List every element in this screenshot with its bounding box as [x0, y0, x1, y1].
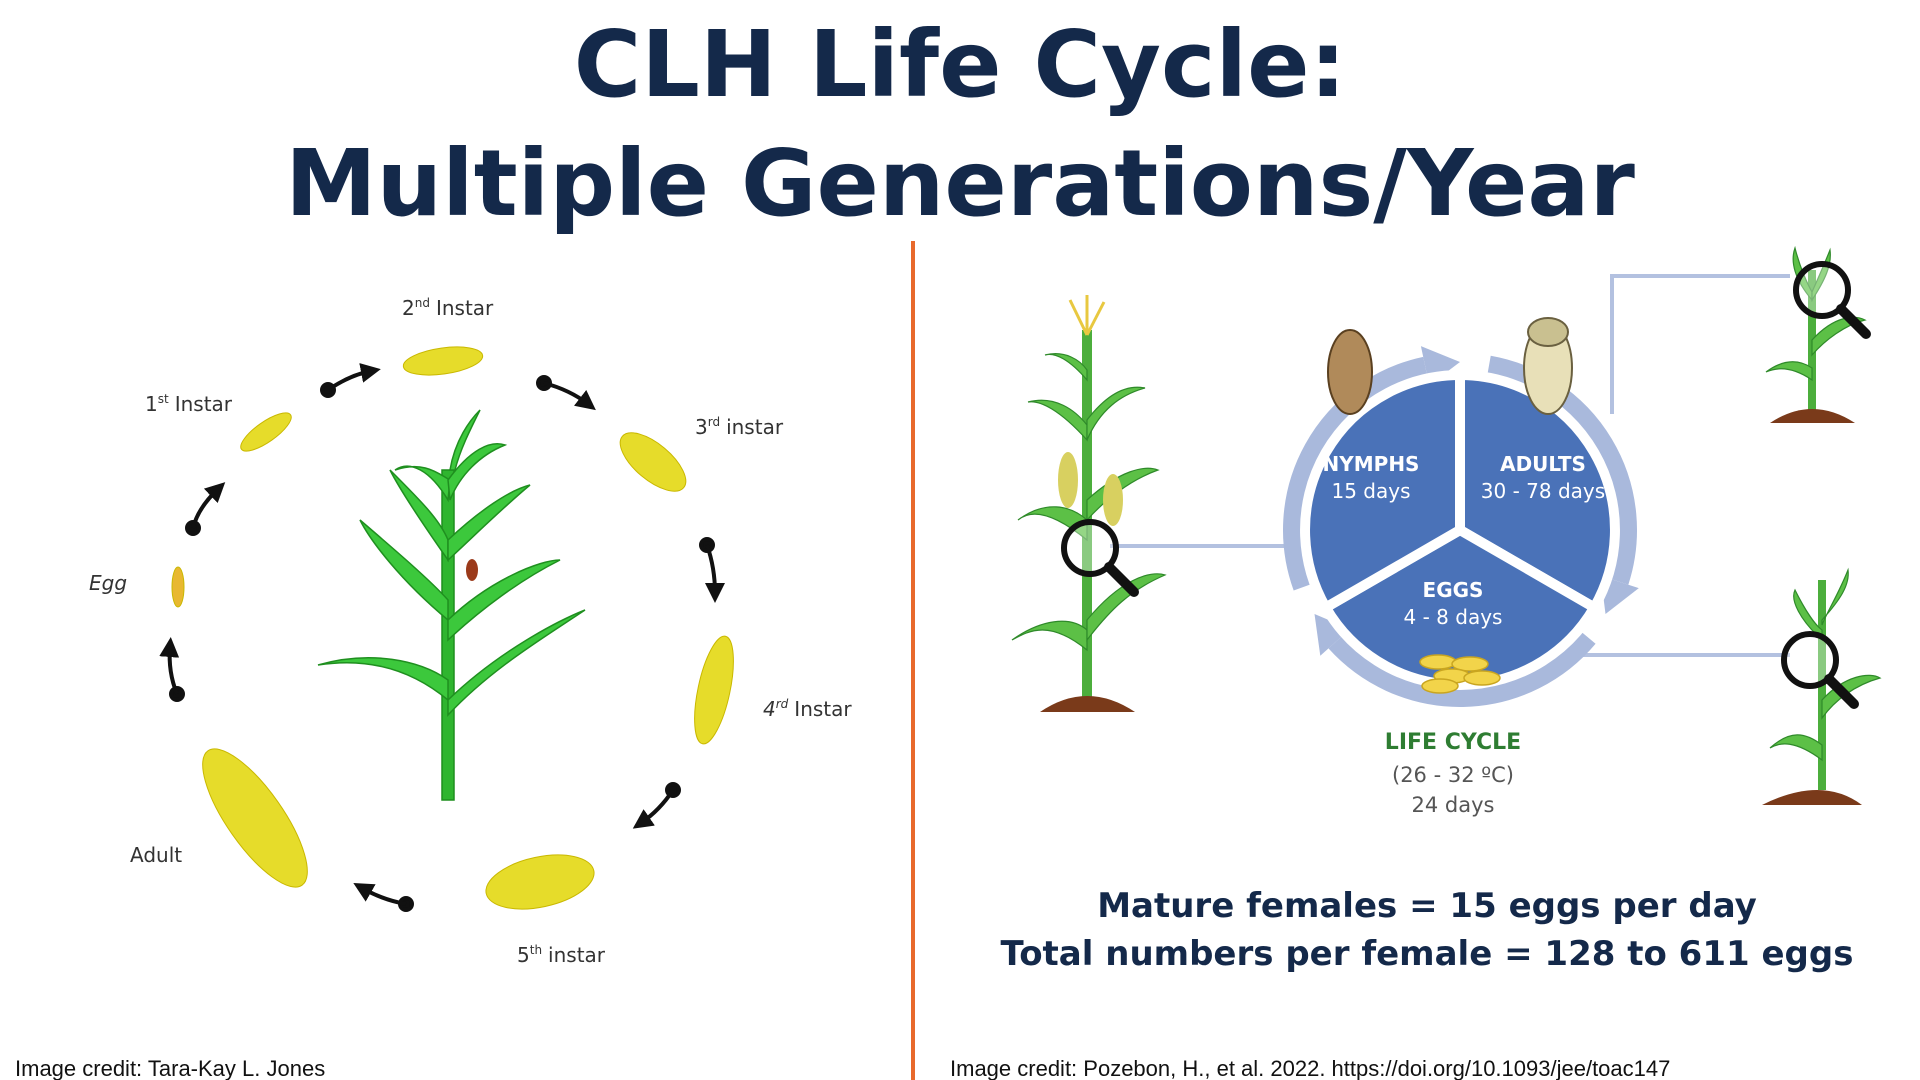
- title-line: Multiple Generations/Year: [285, 130, 1635, 237]
- ring-arc: [1328, 632, 1596, 707]
- cycle-arrows: [159, 363, 725, 912]
- stage-number: 4: [763, 697, 776, 721]
- life-cycle-temperature: (26 - 32 ºC): [1392, 763, 1514, 787]
- segment-label: NYMPHS: [1323, 452, 1420, 476]
- stage-label: 2nd Instar: [402, 296, 494, 320]
- life-cycle-pie: [1300, 370, 1620, 690]
- insect-on-plant: [466, 559, 478, 581]
- stage-suffix: st: [158, 392, 169, 406]
- fact-line: Total numbers per female = 128 to 611 eg…: [1001, 934, 1854, 974]
- stage-name: Instar: [794, 697, 852, 721]
- ring-arc: [1283, 356, 1427, 591]
- stage-label: 3rd instar: [695, 415, 784, 439]
- adult-label: Adult: [130, 843, 182, 867]
- stage-number: 2: [402, 296, 415, 320]
- image-credit: Image credit: Tara-Kay L. Jones: [15, 1056, 325, 1080]
- stage-number: 5: [517, 943, 530, 967]
- connector-lines: [1110, 274, 1790, 657]
- nymphs-sector: [1300, 370, 1465, 613]
- ring-arrowhead: [1314, 614, 1351, 656]
- corn-plant: [1011, 295, 1167, 712]
- stage-suffix: th: [530, 943, 542, 957]
- stage-name: Instar: [175, 392, 233, 416]
- plant-illustration: [317, 409, 586, 801]
- segment-label: ADULTS: [1500, 452, 1586, 476]
- stage-suffix: rd: [776, 697, 789, 711]
- stage-name: instar: [726, 415, 784, 439]
- ring-arrowhead: [1600, 575, 1639, 614]
- segment-label: EGGS: [1423, 578, 1484, 602]
- title-line: CLH Life Cycle:: [574, 11, 1347, 118]
- pie-icons: [1327, 317, 1573, 694]
- stage-label: 4rd Instar: [763, 697, 852, 721]
- egg-label: Egg: [89, 571, 127, 595]
- young-plant: [1765, 245, 1866, 423]
- young-plant: [1762, 567, 1882, 805]
- insect-illustrations: [171, 346, 734, 910]
- segment-duration: 15 days: [1331, 479, 1410, 503]
- stage-suffix: rd: [708, 415, 720, 429]
- stage-number: 1: [145, 392, 158, 416]
- life-cycle-duration: 24 days: [1412, 793, 1495, 817]
- image-credit: Image credit: Pozebon, H., et al. 2022. …: [950, 1056, 1670, 1080]
- stage-label: 5th instar: [517, 943, 606, 967]
- eggs-sector: [1320, 525, 1600, 690]
- fact-line: Mature females = 15 eggs per day: [1097, 886, 1757, 926]
- life-cycle-title: LIFE CYCLE: [1385, 730, 1521, 755]
- segment-duration: 30 - 78 days: [1481, 479, 1605, 503]
- stage-name: Instar: [436, 296, 494, 320]
- stage-suffix: nd: [415, 296, 430, 310]
- stage-number: 3: [695, 415, 708, 439]
- stage-name: instar: [548, 943, 606, 967]
- stage-label: 1st Instar: [145, 392, 233, 416]
- segment-duration: 4 - 8 days: [1404, 605, 1503, 629]
